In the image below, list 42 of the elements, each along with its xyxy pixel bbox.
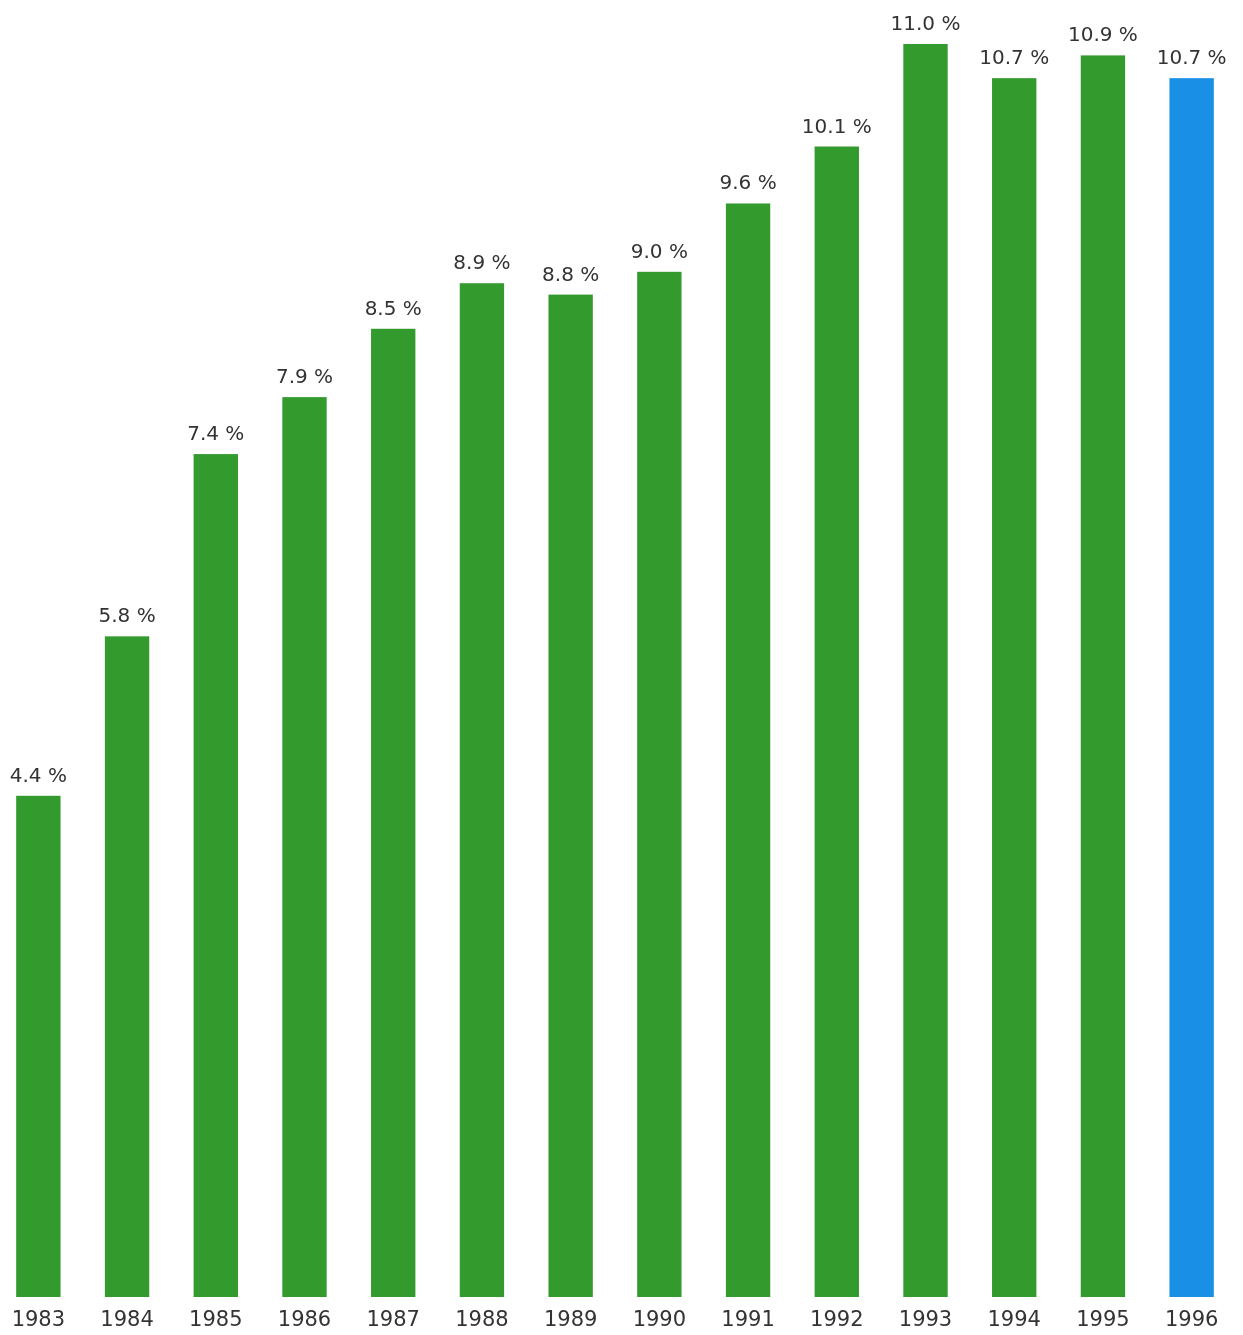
- x-tick-label: 1993: [898, 1306, 953, 1331]
- x-tick-label: 1996: [1164, 1306, 1219, 1331]
- data-label: 7.9 %: [275, 364, 334, 389]
- x-tick-label: 1989: [543, 1306, 598, 1331]
- bar: [725, 203, 771, 1297]
- bar: [814, 146, 859, 1297]
- bar: [1169, 78, 1214, 1297]
- data-label: 8.9 %: [453, 250, 511, 275]
- bar: [104, 636, 150, 1297]
- bar: [548, 294, 593, 1297]
- x-tick-label: 1987: [366, 1306, 420, 1331]
- data-label: 8.8 %: [542, 261, 600, 286]
- data-label: 11.0 %: [890, 11, 961, 35]
- bar: [1080, 55, 1126, 1297]
- data-label: 9.0 %: [630, 238, 688, 263]
- x-tick-label: 1986: [277, 1306, 332, 1331]
- bar: [459, 283, 505, 1297]
- x-tick-label: 1984: [100, 1306, 154, 1331]
- bar: [16, 795, 61, 1297]
- data-label: 8.5 %: [364, 295, 422, 320]
- data-label: 10.1 %: [801, 113, 872, 138]
- data-label: 5.8 %: [98, 603, 156, 628]
- x-tick-label: 1995: [1076, 1306, 1130, 1331]
- x-tick-label: 1991: [721, 1306, 775, 1331]
- bar: [193, 454, 238, 1297]
- data-label: 4.4 %: [9, 762, 67, 787]
- data-label: 9.6 %: [719, 170, 777, 195]
- x-tick-label: 1983: [11, 1306, 66, 1331]
- x-tick-label: 1990: [632, 1306, 687, 1331]
- x-tick-label: 1992: [810, 1306, 864, 1331]
- data-label: 10.7 %: [1156, 45, 1227, 70]
- data-label: 7.4 %: [187, 421, 245, 446]
- bar: [637, 271, 682, 1297]
- bar: [282, 397, 327, 1297]
- data-label: 10.9 %: [1067, 22, 1138, 47]
- bar: [371, 328, 416, 1297]
- bar: [992, 78, 1037, 1297]
- bar: [903, 44, 948, 1297]
- data-label: 10.7 %: [979, 45, 1050, 70]
- x-tick-label: 1985: [189, 1306, 243, 1331]
- x-tick-label: 1988: [455, 1306, 509, 1331]
- x-tick-label: 1994: [987, 1306, 1041, 1331]
